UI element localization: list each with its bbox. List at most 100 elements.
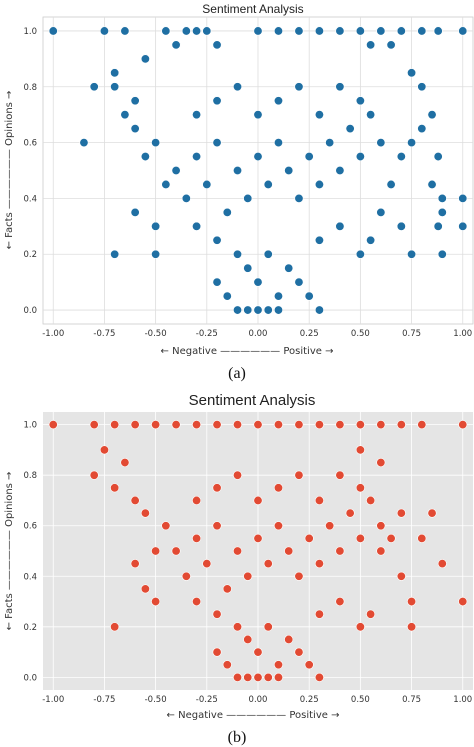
y-tick-label: 0.8: [23, 471, 37, 481]
data-point: [355, 533, 365, 543]
y-tick-label: 1.0: [23, 421, 37, 431]
x-tick-label: 0.50: [351, 329, 370, 339]
data-point: [233, 420, 243, 430]
x-tick-labels: -1.00 -0.75 -0.50 -0.25 0.00 0.25 0.50 0.75 1.00: [42, 695, 472, 705]
data-point: [171, 420, 181, 430]
data-point: [212, 138, 222, 148]
data-point: [161, 26, 171, 36]
chart-title: Sentiment Analysis: [189, 392, 316, 409]
data-point: [120, 26, 130, 36]
scatter-points: [48, 26, 468, 315]
data-point: [263, 249, 273, 259]
data-point: [243, 263, 253, 273]
data-point: [433, 26, 443, 36]
data-point: [417, 26, 427, 36]
data-point: [233, 166, 243, 176]
data-point: [110, 420, 120, 430]
data-point: [325, 521, 335, 531]
data-point: [427, 179, 437, 189]
data-point: [396, 420, 406, 430]
data-point: [192, 110, 202, 120]
data-point: [192, 420, 202, 430]
data-point: [120, 110, 130, 120]
data-point: [263, 179, 273, 189]
data-point: [294, 420, 304, 430]
data-point: [335, 221, 345, 231]
data-point: [407, 622, 417, 632]
data-point: [366, 495, 376, 505]
data-point: [110, 483, 120, 493]
data-point: [437, 193, 447, 203]
y-axis-label: ← Facts —————— Opinions →: [4, 472, 15, 631]
data-point: [355, 26, 365, 36]
data-point: [355, 420, 365, 430]
data-point: [304, 660, 314, 670]
data-point: [407, 597, 417, 607]
data-point: [151, 221, 161, 231]
data-point: [140, 508, 150, 518]
data-point: [192, 533, 202, 543]
data-point: [294, 470, 304, 480]
data-point: [376, 521, 386, 531]
data-point: [130, 124, 140, 134]
data-point: [314, 26, 324, 36]
data-point: [233, 470, 243, 480]
data-point: [253, 495, 263, 505]
data-point: [48, 420, 58, 430]
data-point: [335, 420, 345, 430]
data-point: [376, 138, 386, 148]
data-point: [407, 138, 417, 148]
data-point: [233, 82, 243, 92]
data-point: [192, 597, 202, 607]
data-point: [48, 26, 58, 36]
x-tick-label: -0.50: [145, 695, 167, 705]
data-point: [140, 152, 150, 162]
data-point: [396, 221, 406, 231]
data-point: [233, 622, 243, 632]
data-point: [212, 96, 222, 106]
data-point: [304, 533, 314, 543]
data-point: [171, 166, 181, 176]
data-point: [437, 249, 447, 259]
data-point: [294, 82, 304, 92]
data-point: [284, 546, 294, 556]
data-point: [99, 26, 109, 36]
y-tick-label: 0.8: [23, 83, 37, 93]
data-point: [212, 483, 222, 493]
data-point: [314, 235, 324, 245]
data-point: [212, 521, 222, 531]
data-point: [140, 54, 150, 64]
data-point: [243, 672, 253, 682]
data-point: [151, 138, 161, 148]
data-point: [273, 26, 283, 36]
x-tick-label: -0.75: [93, 695, 115, 705]
y-tick-label: 0.4: [23, 572, 37, 582]
panel-caption: (a): [228, 365, 246, 382]
data-point: [314, 420, 324, 430]
x-tick-label: -0.50: [145, 329, 167, 339]
data-point: [151, 597, 161, 607]
data-point: [366, 40, 376, 50]
data-point: [407, 68, 417, 78]
data-point: [181, 26, 191, 36]
x-tick-label: 0.00: [249, 329, 268, 339]
data-point: [273, 672, 283, 682]
data-point: [212, 609, 222, 619]
data-point: [433, 152, 443, 162]
y-tick-label: 0.0: [23, 306, 37, 316]
data-point: [171, 40, 181, 50]
data-point: [130, 559, 140, 569]
data-point: [233, 546, 243, 556]
y-tick-label: 0.6: [23, 522, 37, 532]
x-tick-label: 0.50: [351, 695, 370, 705]
data-point: [407, 249, 417, 259]
data-point: [212, 647, 222, 657]
data-point: [222, 291, 232, 301]
x-tick-label: 0.75: [402, 695, 421, 705]
data-point: [263, 672, 273, 682]
data-point: [130, 495, 140, 505]
data-point: [253, 152, 263, 162]
data-point: [130, 96, 140, 106]
data-point: [437, 559, 447, 569]
data-point: [458, 193, 468, 203]
